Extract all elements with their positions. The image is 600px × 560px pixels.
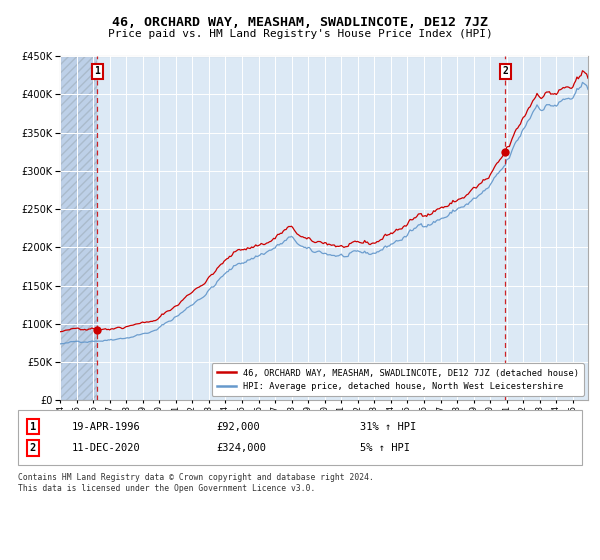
Text: £324,000: £324,000 (216, 443, 266, 453)
Bar (60, 56, 97, 400)
Text: £92,000: £92,000 (216, 422, 260, 432)
Text: 2: 2 (502, 67, 508, 77)
Text: 11-DEC-2020: 11-DEC-2020 (72, 443, 141, 453)
Text: Contains HM Land Registry data © Crown copyright and database right 2024.
This d: Contains HM Land Registry data © Crown c… (18, 473, 374, 493)
Text: 1: 1 (30, 422, 36, 432)
Text: 5% ↑ HPI: 5% ↑ HPI (360, 443, 410, 453)
Legend: 46, ORCHARD WAY, MEASHAM, SWADLINCOTE, DE12 7JZ (detached house), HPI: Average p: 46, ORCHARD WAY, MEASHAM, SWADLINCOTE, D… (212, 363, 584, 396)
Text: Price paid vs. HM Land Registry's House Price Index (HPI): Price paid vs. HM Land Registry's House … (107, 29, 493, 39)
Text: 2: 2 (30, 443, 36, 453)
Text: 46, ORCHARD WAY, MEASHAM, SWADLINCOTE, DE12 7JZ: 46, ORCHARD WAY, MEASHAM, SWADLINCOTE, D… (112, 16, 488, 29)
Text: 1: 1 (94, 67, 100, 77)
Text: 31% ↑ HPI: 31% ↑ HPI (360, 422, 416, 432)
Text: 19-APR-1996: 19-APR-1996 (72, 422, 141, 432)
